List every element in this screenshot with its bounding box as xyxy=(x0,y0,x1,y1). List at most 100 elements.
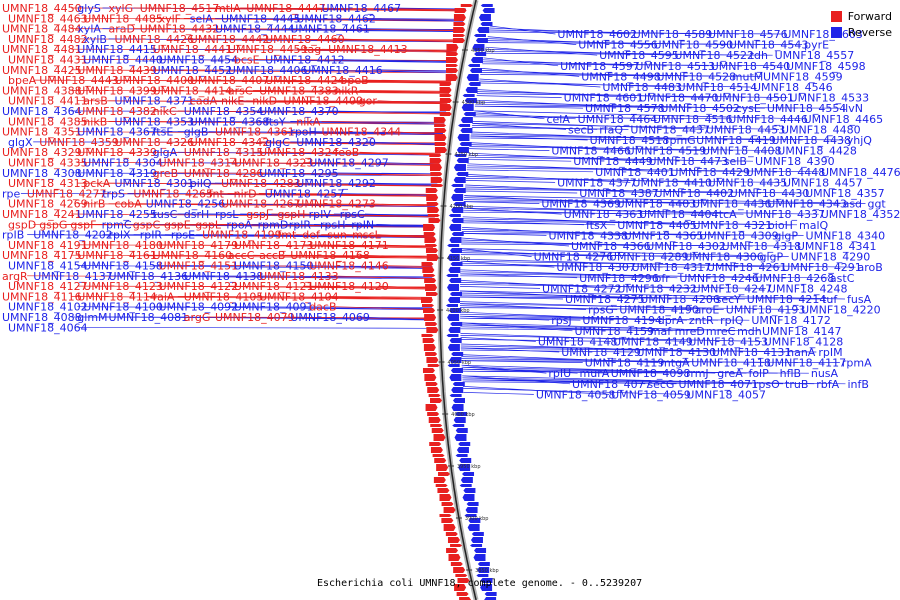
gene-label: greB xyxy=(153,167,179,180)
reverse-gene xyxy=(468,82,481,86)
gene-label: glgA xyxy=(153,146,178,159)
gene-label: UMNF18_4120 xyxy=(309,280,389,293)
scale-label: 4000 kbp xyxy=(451,412,475,418)
connector-line xyxy=(460,260,856,268)
forward-gene xyxy=(427,387,440,393)
gene-label: pyrE xyxy=(804,39,829,52)
forward-gene xyxy=(425,352,438,356)
gene-label: UMNF18_4437 xyxy=(630,123,710,136)
forward-gene xyxy=(454,584,467,591)
connector-line xyxy=(463,211,713,215)
gene-label: rpsO xyxy=(754,378,780,391)
gene-label: UMNF18_4114 xyxy=(77,290,157,303)
connector-line xyxy=(302,213,435,218)
connector-line xyxy=(460,328,704,332)
connector-line xyxy=(462,370,809,374)
scale-label: 4200 kbp xyxy=(449,204,473,210)
gene-label: UMNF18_4275 xyxy=(565,293,645,306)
reverse-gene xyxy=(460,477,473,483)
forward-gene xyxy=(434,124,447,127)
connector-line xyxy=(468,156,754,162)
reverse-gene xyxy=(450,292,463,296)
gene-label: UMNF18_4102 xyxy=(8,301,88,314)
gene-label: UMNF18_4425 xyxy=(2,64,82,77)
reverse-gene xyxy=(476,574,489,577)
gene-label: rpIQ xyxy=(720,314,744,327)
gene-label: UMNF18_4314 xyxy=(159,157,239,170)
gene-label: UMNF18_4119 xyxy=(585,357,665,370)
gene-label: UMNF18_4220 xyxy=(801,304,881,317)
gene-label: aroE xyxy=(695,304,720,317)
reverse-gene xyxy=(447,344,460,351)
gene-label: gspD xyxy=(8,218,36,231)
connector-line xyxy=(334,79,451,84)
forward-gene xyxy=(424,278,437,283)
connector-line xyxy=(460,335,762,342)
connector-line xyxy=(108,38,459,43)
gene-label: gspH xyxy=(277,208,305,221)
connector-line xyxy=(365,79,452,82)
connector-line xyxy=(246,100,448,105)
gene-label: UMNF18_4450 xyxy=(2,2,82,15)
gene-label: rpIM xyxy=(818,346,842,359)
gene-label: UMNF18_4429 xyxy=(670,166,750,179)
reverse-gene xyxy=(446,304,459,307)
gene-label: UMNF18_4415 xyxy=(77,43,157,56)
gene-label: bpeA xyxy=(8,74,37,87)
reverse-gene xyxy=(484,592,497,596)
forward-gene xyxy=(457,578,470,583)
gene-label: selA xyxy=(190,12,214,25)
forward-gene xyxy=(445,532,458,536)
forward-gene xyxy=(425,322,438,326)
connector-line xyxy=(334,38,459,43)
gene-label: UMNF18_4440 xyxy=(83,54,163,67)
reverse-gene xyxy=(449,394,462,397)
gene-label: UMNF18_4159 xyxy=(574,325,654,338)
connector-line xyxy=(474,110,802,120)
connector-line xyxy=(397,48,457,53)
gene-label: UMNF18_4399 xyxy=(77,84,157,97)
gene-label: glyS xyxy=(77,2,101,15)
connector-line xyxy=(460,296,821,300)
gene-label: UMNF18_4301 xyxy=(115,177,195,190)
gene-label: ggt xyxy=(867,198,886,211)
label-connector-lines xyxy=(20,7,866,395)
gene-label: UMNF18_4133 xyxy=(259,270,339,283)
gene-label: UMNF18_4335 xyxy=(8,157,88,170)
forward-gene xyxy=(448,554,461,561)
gene-label: UMNF18_4465 xyxy=(804,113,884,126)
gene-label: UMNF18_4147 xyxy=(762,325,842,338)
reverse-gene xyxy=(452,424,465,427)
gene-label: UMNF18_4473 xyxy=(649,155,729,168)
reverse-gene xyxy=(451,207,464,213)
reverse-gene xyxy=(450,322,463,326)
connector-line xyxy=(462,222,616,226)
connector-line xyxy=(290,17,464,22)
connector-line xyxy=(467,165,744,173)
gene-label: UMNF18_4277 xyxy=(27,187,107,200)
gene-label: UMNF18_4412 xyxy=(265,54,345,67)
connector-line xyxy=(473,116,727,120)
gene-label: UMNF18_4168 xyxy=(290,249,370,262)
forward-gene xyxy=(426,202,439,206)
connector-line xyxy=(253,296,433,300)
forward-gene xyxy=(423,308,436,313)
reverse-gene xyxy=(477,27,490,33)
gene-label: UMNF18_4180 xyxy=(83,239,163,252)
gene-label: UMNF18_4430 xyxy=(730,187,810,200)
gene-label: cadA xyxy=(190,95,218,108)
reverse-gene xyxy=(449,338,462,343)
gene-label: UMNF18_4461 xyxy=(290,23,370,36)
forward-gene xyxy=(424,374,437,381)
connector-line xyxy=(334,306,433,311)
gene-label: xylG xyxy=(109,2,134,15)
legend-forward-label: Forward xyxy=(847,9,892,23)
reverse-gene xyxy=(463,112,476,116)
gene-label: gspL xyxy=(195,218,222,231)
gene-label: tusC xyxy=(153,208,178,221)
reverse-swatch xyxy=(830,26,842,38)
gene-label: UMNF18_4295 xyxy=(259,167,339,180)
forward-gene xyxy=(423,224,436,231)
gene-label: UMNF18_4190 xyxy=(619,304,699,317)
